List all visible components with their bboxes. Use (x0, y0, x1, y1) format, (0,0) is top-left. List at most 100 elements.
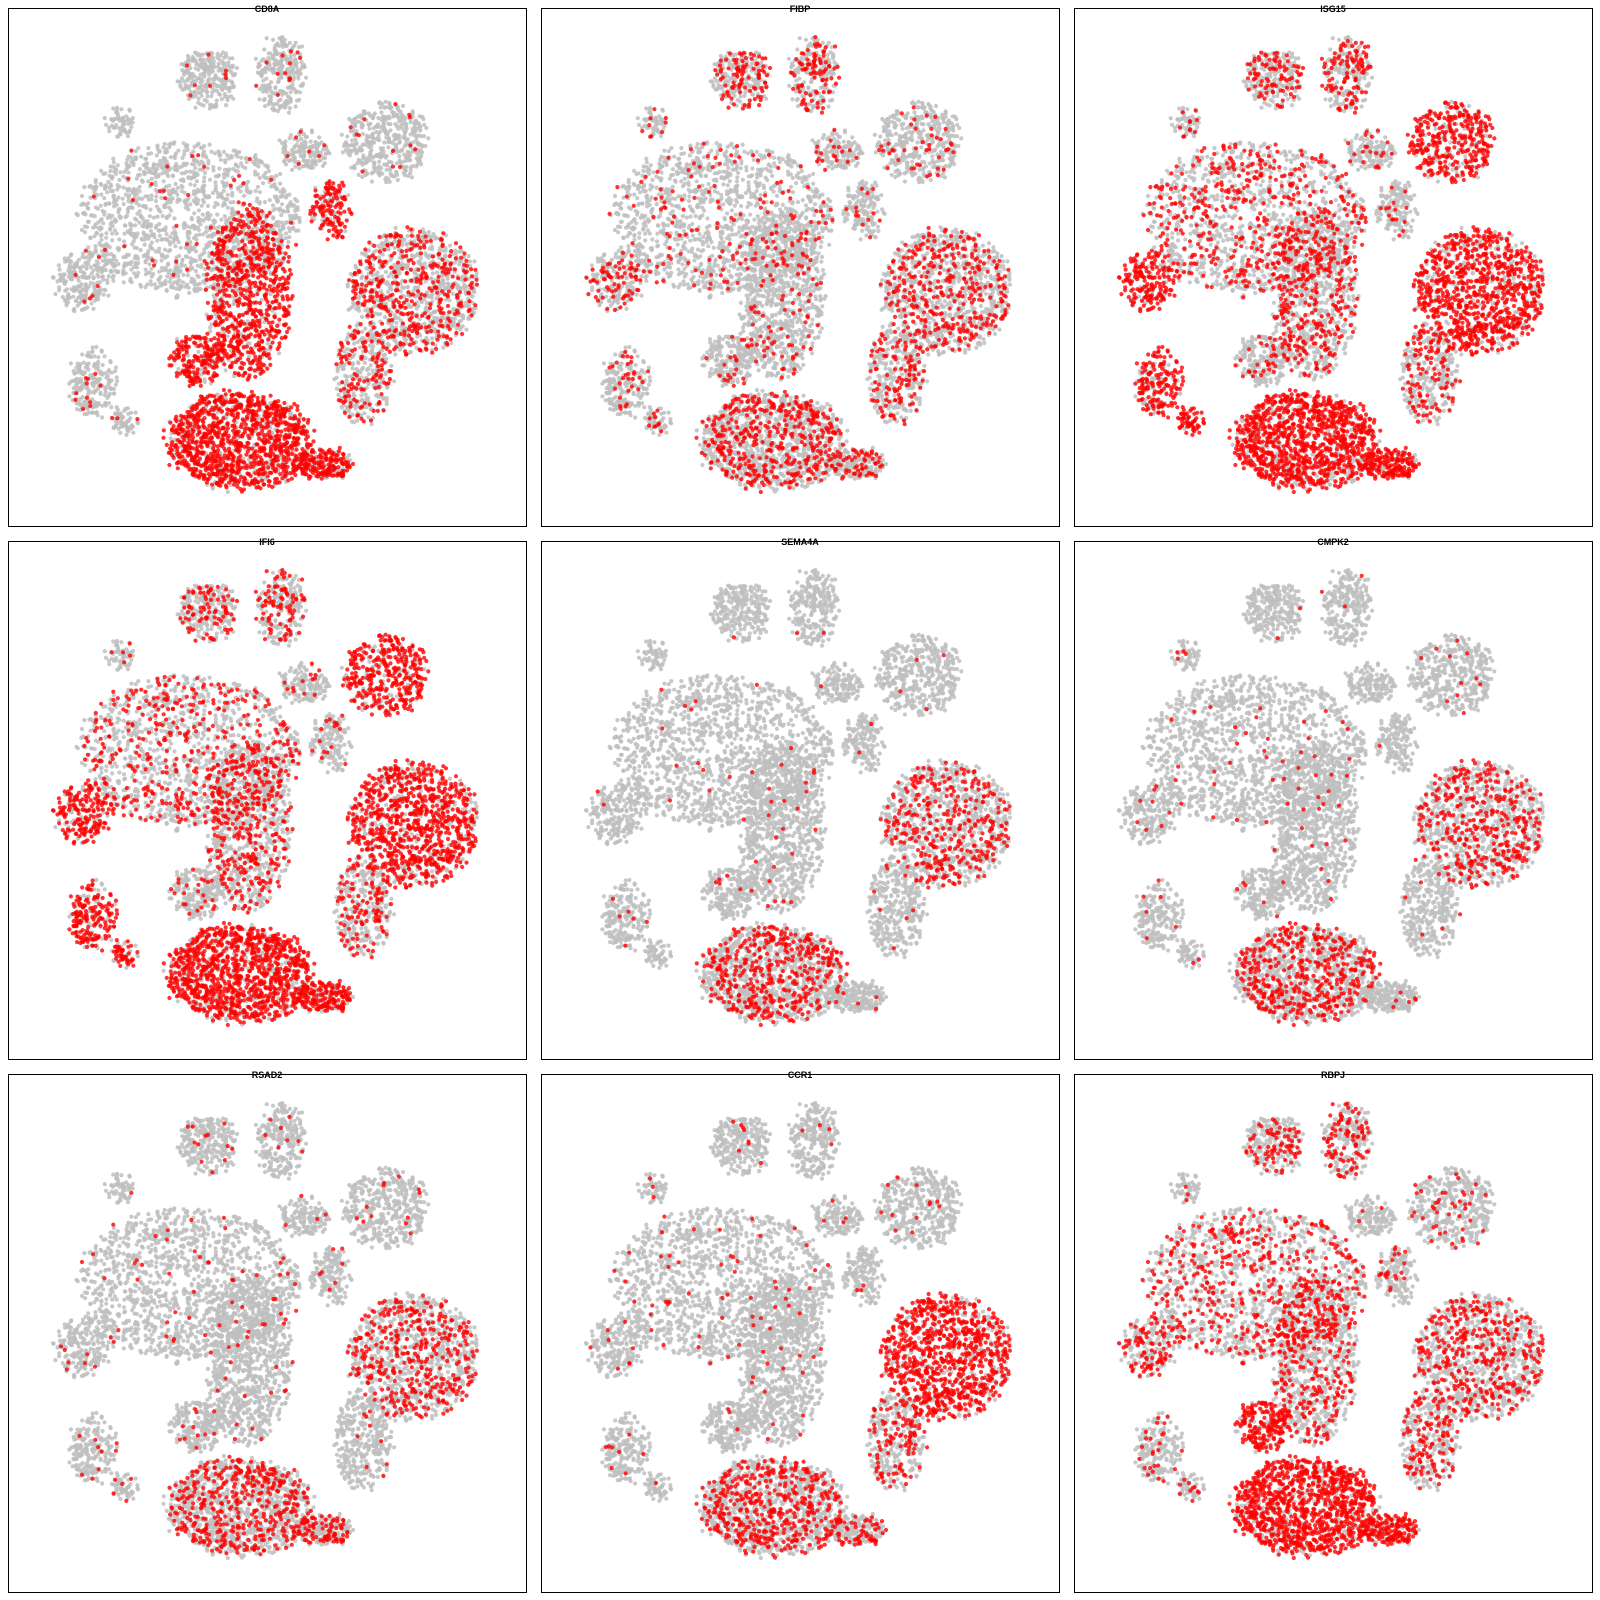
cell-point-low (267, 94, 271, 98)
cell-point-low (110, 238, 114, 242)
cell-point-low (294, 104, 298, 108)
cell-point-low (198, 86, 202, 90)
cell-point-low (117, 126, 121, 130)
cell-point-low (402, 152, 406, 156)
cell-point-low (286, 86, 290, 90)
cell-point-low (215, 98, 219, 102)
cell-point-low (354, 138, 358, 142)
cell-point-low (409, 132, 413, 136)
cell-point-low (189, 177, 193, 181)
cell-point-low (171, 174, 175, 178)
cell-point-low (300, 155, 304, 159)
cell-point-low (158, 234, 162, 238)
cell-point-low (284, 221, 288, 225)
point-cloud (51, 35, 479, 494)
cell-point-low (401, 104, 405, 108)
cell-point-low (253, 153, 257, 157)
cell-point-low (301, 164, 305, 168)
cell-point-low (85, 225, 89, 229)
cell-point-low (144, 206, 148, 210)
cell-point-low (344, 148, 348, 152)
cell-point-low (265, 36, 269, 40)
cell-point-low (280, 202, 284, 206)
cell-point-low (199, 218, 203, 222)
cell-point-low (96, 220, 100, 224)
cell-point-low (398, 158, 402, 162)
cell-point-low (86, 206, 90, 210)
cell-point-low (397, 154, 401, 158)
cell-point-low (220, 195, 224, 199)
cell-point-low (89, 213, 93, 217)
cell-point-low (197, 97, 201, 101)
cell-point-low (381, 114, 385, 118)
cell-point-low (223, 160, 227, 164)
cell-point-low (199, 73, 203, 77)
cell-point-low (396, 178, 400, 182)
cell-point-low (371, 155, 375, 159)
cell-point-low (276, 109, 280, 113)
cell-point-low (186, 207, 190, 211)
cell-point-low (346, 193, 350, 197)
cell-point-low (380, 148, 384, 152)
cell-point-low (305, 161, 309, 165)
cell-point-low (116, 163, 120, 167)
cell-point-low (271, 203, 275, 207)
cell-point-low (148, 214, 152, 218)
cell-point-low (104, 236, 108, 240)
cell-point-low (282, 145, 286, 149)
cell-point-low (146, 179, 150, 183)
cell-point-low (183, 191, 187, 195)
cell-point-low (80, 228, 84, 232)
cell-point-low (347, 117, 351, 121)
cell-point-low (206, 194, 210, 198)
cell-point-low (293, 57, 297, 61)
cell-point-low (131, 191, 135, 195)
cell-point-low (376, 171, 380, 175)
cell-point-low (102, 196, 106, 200)
cell-point-low (284, 162, 288, 166)
cell-point-low (291, 226, 295, 230)
cell-point-low (150, 171, 154, 175)
cell-point-low (144, 162, 148, 166)
cell-point-low (152, 216, 156, 220)
panels-layer: CD8A FIBP ISG15IFI6 SEMA4A CMPK2RSAD2 CCR1 RBP… (9, 4, 1593, 1593)
cell-point-low (166, 262, 170, 266)
cell-point-low (223, 168, 227, 172)
cell-point-low (230, 81, 234, 85)
panel-title: CD8A (255, 4, 280, 14)
cell-point-low (292, 145, 296, 149)
cell-point-low (284, 231, 288, 235)
cell-point-low (82, 212, 86, 216)
cell-point-low (424, 126, 428, 130)
cell-point-low (136, 173, 140, 177)
cell-point-low (214, 105, 218, 109)
cell-point-low (293, 216, 297, 220)
cell-point-low (290, 168, 294, 172)
cell-point-low (269, 80, 273, 84)
cell-point-low (164, 147, 168, 151)
cell-point-low (117, 237, 121, 241)
cell-point-low (203, 61, 207, 65)
cell-point-low (350, 143, 354, 147)
cell-point-low (168, 248, 172, 252)
cell-point-low (197, 275, 201, 279)
cell-point-low (141, 231, 145, 235)
cell-point-low (217, 166, 221, 170)
cell-point-low (175, 287, 179, 291)
cell-point-low (144, 234, 148, 238)
cell-point-low (274, 174, 278, 178)
cell-point-low (122, 280, 126, 284)
cell-point-low (126, 187, 130, 191)
cell-point-low (196, 101, 200, 105)
cell-point-low (112, 160, 116, 164)
cell-point-low (115, 270, 119, 274)
cell-point-low (132, 271, 136, 275)
cell-point-low (216, 191, 220, 195)
cell-point-low (179, 246, 183, 250)
cell-point-low (113, 117, 117, 121)
cell-point-low (145, 257, 149, 261)
cell-point-low (155, 153, 159, 157)
cell-point-low (288, 214, 292, 218)
cell-point-low (379, 105, 383, 109)
cell-point-low (190, 76, 194, 80)
